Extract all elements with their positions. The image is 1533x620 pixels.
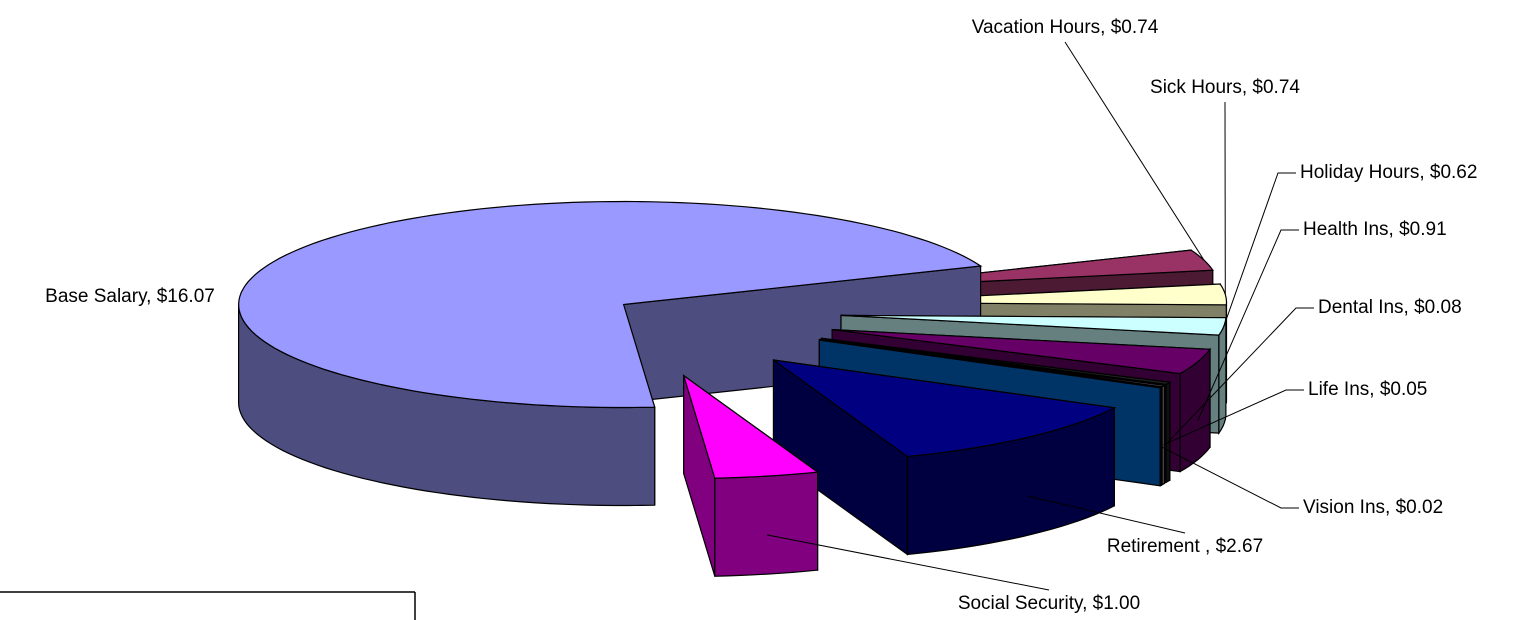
data-label: Vacation Hours, $0.74	[972, 17, 1159, 38]
data-label: Dental Ins, $0.08	[1318, 297, 1462, 318]
slice-top	[840, 314, 1227, 336]
leader-line	[1197, 229, 1299, 421]
leader-line	[1163, 389, 1304, 446]
data-label: Health Ins, $0.91	[1303, 219, 1447, 240]
data-label: Social Security, $1.00	[958, 593, 1140, 614]
data-label: Life Ins, $0.05	[1308, 379, 1427, 400]
slice-top	[682, 374, 820, 479]
slice-side	[1161, 384, 1166, 486]
leader-line	[1064, 41, 1205, 261]
slice-top	[238, 200, 983, 409]
slice-side	[1159, 386, 1162, 487]
slice-side	[1165, 381, 1171, 484]
slice-top	[819, 339, 1163, 389]
slice-top	[821, 337, 1172, 386]
data-label: Retirement , $2.67	[1107, 536, 1263, 557]
data-label: Base Salary, $16.07	[45, 286, 215, 307]
leader-line	[1027, 495, 1186, 534]
data-label: Holiday Hours, $0.62	[1300, 162, 1477, 183]
slice-top	[820, 338, 1167, 388]
data-label: Vision Ins, $0.02	[1303, 497, 1443, 518]
slice	[682, 374, 820, 577]
slice	[772, 358, 1117, 556]
leader-line	[766, 534, 1050, 591]
leader-line	[1223, 172, 1296, 327]
slice-top	[832, 329, 1212, 375]
data-label: Sick Hours, $0.74	[1150, 77, 1300, 98]
slice-side	[1218, 317, 1227, 436]
slice-top	[773, 359, 1117, 458]
leader-line	[1160, 445, 1299, 509]
leader-line	[1167, 307, 1314, 443]
slice-side	[714, 471, 819, 577]
